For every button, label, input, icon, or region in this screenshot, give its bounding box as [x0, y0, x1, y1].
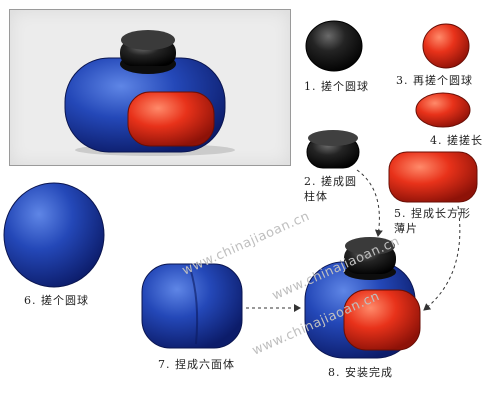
step2-black-cylinder [306, 130, 360, 169]
step4-red-oval [415, 92, 471, 128]
arrow-sheet-to-assembly [423, 205, 461, 311]
step4-label: 4. 搓搓长 [430, 134, 483, 147]
step3-red-ball [422, 23, 470, 69]
step3-label: 3. 再搓个圆球 [396, 74, 473, 87]
step5-label: 5. 捏成长方形薄片 [394, 207, 471, 235]
arrow-cylinder-to-assembly [356, 169, 383, 237]
step8-assembled-bottle [304, 237, 421, 359]
step7-label: 7. 捏成六面体 [158, 358, 235, 371]
step7-blue-cube [141, 263, 243, 349]
step1-black-ball [305, 20, 363, 72]
step2-label: 2. 搓成圆柱体 [304, 175, 357, 203]
step5-red-sheet [388, 151, 478, 203]
finished-bottle [64, 30, 235, 156]
step6-label: 6. 搓个圆球 [24, 294, 89, 307]
step6-blue-ball [3, 182, 105, 288]
step8-label: 8. 安装完成 [328, 366, 393, 379]
step1-label: 1. 搓个圆球 [304, 80, 369, 93]
